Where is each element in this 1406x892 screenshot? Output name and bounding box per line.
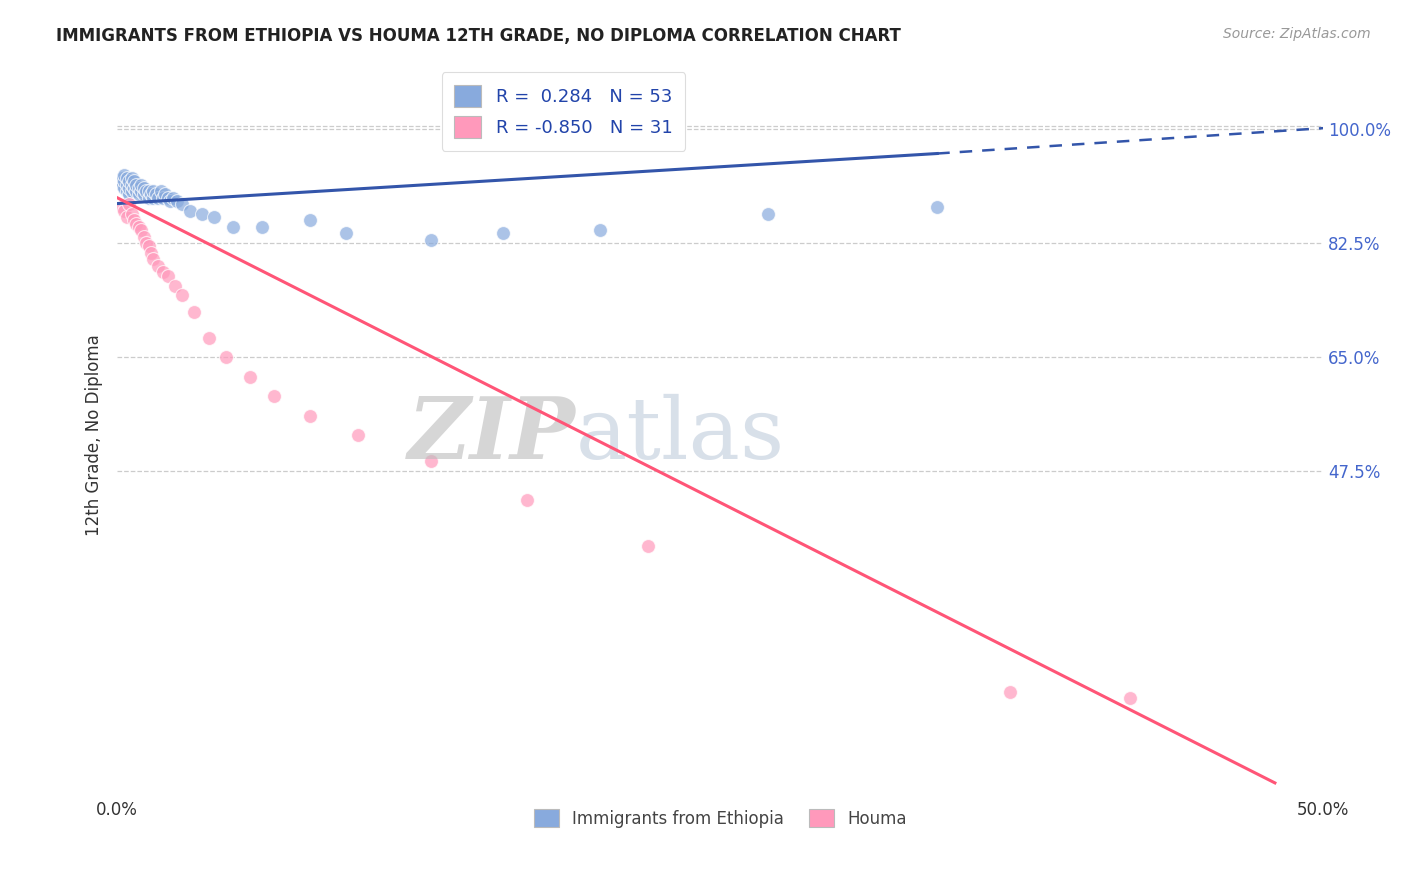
Point [115,178,138,192]
Point [152,265,174,279]
Point [125,178,148,192]
Point [112,181,135,195]
Point [419,454,441,468]
Point [128,219,150,234]
Point [145,187,167,202]
Point [118,187,141,202]
Point [118,181,141,195]
Point [166,194,188,208]
Point [131,178,153,192]
Point [162,191,184,205]
Point [758,207,780,221]
Point [165,278,187,293]
Point [998,685,1021,699]
Point [115,171,138,186]
Point [132,229,155,244]
Point [115,184,138,198]
Point [156,191,179,205]
Point [927,201,949,215]
Point [335,227,357,241]
Point [118,174,141,188]
Point [131,223,153,237]
Point [135,184,157,198]
Legend: Immigrants from Ethiopia, Houma: Immigrants from Ethiopia, Houma [527,803,914,834]
Point [156,268,179,283]
Point [128,187,150,202]
Point [183,304,205,318]
Point [198,330,221,344]
Point [492,227,515,241]
Point [139,246,162,260]
Point [152,191,174,205]
Y-axis label: 12th Grade, No Diploma: 12th Grade, No Diploma [86,334,103,536]
Point [202,211,225,225]
Point [159,194,181,208]
Point [637,539,659,553]
Point [112,174,135,188]
Point [299,409,322,423]
Point [118,197,141,211]
Text: Source: ZipAtlas.com: Source: ZipAtlas.com [1223,27,1371,41]
Point [263,389,285,403]
Point [125,184,148,198]
Point [135,236,157,251]
Point [112,203,135,218]
Point [121,184,143,198]
Point [138,191,160,205]
Text: ZIP: ZIP [408,393,575,477]
Point [588,223,610,237]
Point [1119,691,1142,706]
Point [299,213,322,227]
Point [222,219,245,234]
Point [125,217,148,231]
Point [155,187,177,202]
Point [122,174,145,188]
Point [138,184,160,198]
Point [179,203,201,218]
Point [131,184,153,198]
Text: IMMIGRANTS FROM ETHIOPIA VS HOUMA 12TH GRADE, NO DIPLOMA CORRELATION CHART: IMMIGRANTS FROM ETHIOPIA VS HOUMA 12TH G… [56,27,901,45]
Point [122,181,145,195]
Point [190,207,212,221]
Point [172,197,194,211]
Point [121,207,143,221]
Point [250,219,273,234]
Point [139,187,162,202]
Point [128,181,150,195]
Point [215,350,238,364]
Point [132,187,155,202]
Point [516,493,538,508]
Point [122,213,145,227]
Point [148,259,170,273]
Point [148,191,170,205]
Point [132,181,155,195]
Point [111,201,134,215]
Point [149,184,172,198]
Point [142,184,165,198]
Point [142,191,165,205]
Point [111,171,134,186]
Point [112,168,135,182]
Point [121,178,143,192]
Point [172,288,194,302]
Text: atlas: atlas [575,393,785,476]
Point [111,178,134,192]
Point [138,239,160,253]
Point [142,252,165,267]
Point [121,171,143,186]
Point [239,369,262,384]
Point [108,174,131,188]
Point [419,233,441,247]
Point [115,211,138,225]
Point [347,428,370,442]
